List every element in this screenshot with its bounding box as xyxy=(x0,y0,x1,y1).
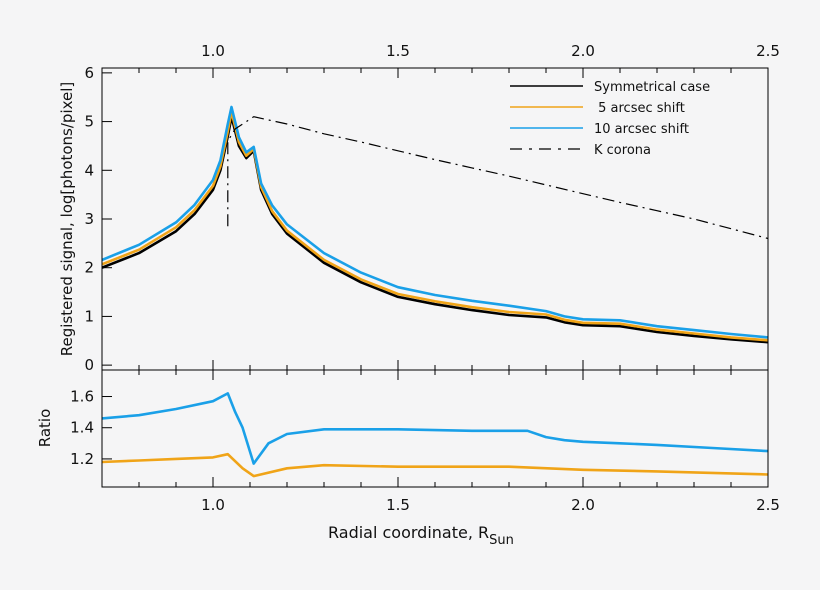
x-axis-label-main: Radial coordinate, R xyxy=(328,523,489,542)
ticks: 1.0 1.0 1.5 1.5 2.0 2.0 2.5 2.5 0 1 2 3 4 5 6 1.2 1.4 1.6 xyxy=(70,42,780,514)
top-panel-series xyxy=(101,105,769,344)
top-series-1 xyxy=(101,110,769,342)
bottom-panel-frame xyxy=(101,369,769,488)
legend-label: Symmetrical case xyxy=(594,80,710,95)
top-y-tick-label: 6 xyxy=(84,64,94,82)
top-y-tick-label: 2 xyxy=(84,259,94,277)
top-y-tick-label: 0 xyxy=(84,356,94,374)
top-y-tick-label: 5 xyxy=(84,113,94,131)
bottom-x-tick-label: 2.0 xyxy=(571,496,595,514)
x-axis-label: Radial coordinate, RSun xyxy=(328,523,514,548)
legend: Symmetrical case 5 arcsec shift 10 arcsec… xyxy=(510,80,710,158)
top-y-tick-label: 3 xyxy=(84,210,94,228)
top-y-tick-label: 1 xyxy=(84,307,94,325)
top-series-2 xyxy=(101,105,769,339)
top-x-tick-label: 1.0 xyxy=(201,42,225,60)
bottom-series-1 xyxy=(101,452,769,478)
bottom-panel-series xyxy=(101,392,769,478)
top-series-0 xyxy=(101,115,769,344)
top-y-axis-label: Registered signal, log[photons/pixel] xyxy=(58,82,76,357)
bottom-x-tick-label: 2.5 xyxy=(756,496,780,514)
legend-label: 10 arcsec shift xyxy=(594,122,689,137)
bottom-series-0 xyxy=(101,392,769,465)
top-y-tick-label: 4 xyxy=(84,161,94,179)
bottom-y-tick-label: 1.6 xyxy=(70,388,94,406)
bottom-x-tick-label: 1.0 xyxy=(201,496,225,514)
top-x-tick-label: 2.0 xyxy=(571,42,595,60)
bottom-y-tick-label: 1.2 xyxy=(70,450,94,468)
x-axis-label-sub: Sun xyxy=(489,533,514,548)
bottom-y-axis-label: Ratio xyxy=(36,409,54,448)
bottom-x-tick-label: 1.5 xyxy=(386,496,410,514)
bottom-y-tick-label: 1.4 xyxy=(70,419,94,437)
legend-label: K corona xyxy=(594,143,651,158)
top-x-tick-label: 2.5 xyxy=(756,42,780,60)
legend-label: 5 arcsec shift xyxy=(594,101,685,116)
top-x-tick-label: 1.5 xyxy=(386,42,410,60)
